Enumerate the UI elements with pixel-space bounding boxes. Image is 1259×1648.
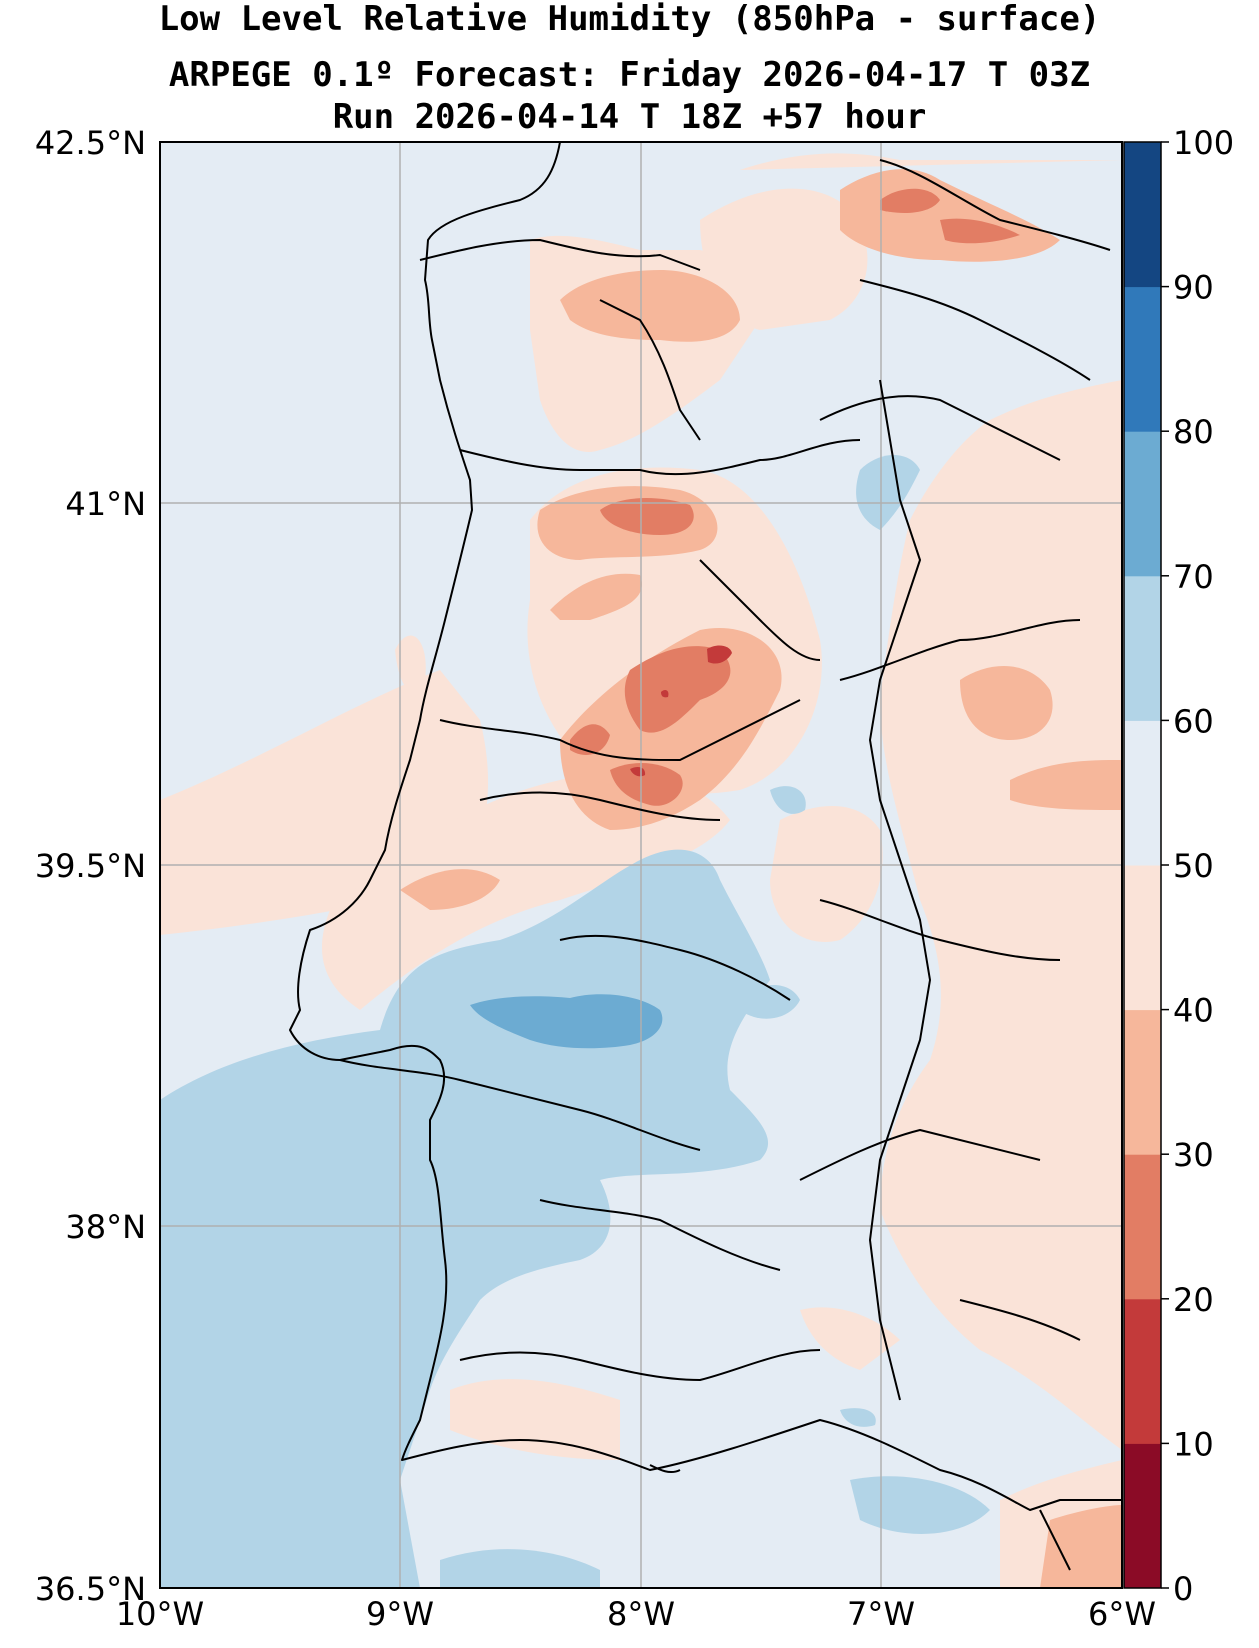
colorbar-segment	[1124, 1009, 1161, 1155]
map-frame	[159, 141, 1123, 1589]
colorbar-segment	[1124, 1298, 1161, 1444]
graticule	[160, 142, 1122, 1588]
colorbar-segment	[1124, 865, 1161, 1011]
title-line-1: Low Level Relative Humidity (850hPa - su…	[158, 0, 1101, 39]
lon-label: 9°W	[366, 1595, 434, 1633]
title-line-2: ARPEGE 0.1º Forecast: Friday 2026-04-17 …	[168, 55, 1091, 95]
colorbar-label: 100	[1173, 124, 1234, 162]
lat-label: 38°N	[65, 1208, 146, 1246]
colorbar-label: 10	[1173, 1425, 1214, 1463]
lon-label: 6°W	[1088, 1595, 1156, 1633]
band-30-40	[400, 169, 1122, 1588]
colorbar-label: 50	[1173, 847, 1214, 885]
colorbar-segment	[1124, 142, 1161, 288]
lat-label: 39.5°N	[35, 847, 146, 885]
colorbar-label: 20	[1173, 1281, 1214, 1319]
latitude-labels: 42.5°N 41°N 39.5°N 38°N 36.5°N	[35, 124, 146, 1608]
lon-label: 7°W	[847, 1595, 915, 1633]
colorbar-segment	[1124, 720, 1161, 866]
title-line-3: Run 2026-04-14 T 18Z +57 hour	[332, 97, 927, 137]
colorbar-segment	[1124, 1443, 1161, 1589]
colorbar-segment	[1124, 431, 1161, 577]
colorbar-label: 90	[1173, 269, 1214, 307]
colorbar-label: 0	[1173, 1570, 1193, 1608]
colorbar-segment	[1124, 575, 1161, 721]
lat-label: 41°N	[65, 485, 146, 523]
colorbar-label: 60	[1173, 702, 1214, 740]
band-70-80	[470, 994, 663, 1049]
colorbar-label: 40	[1173, 992, 1214, 1030]
colorbar-segment	[1124, 1154, 1161, 1300]
lon-label: 8°W	[607, 1595, 675, 1633]
lon-label: 10°W	[116, 1595, 204, 1633]
colorbar-label: 30	[1173, 1136, 1214, 1174]
lat-label: 36.5°N	[35, 1570, 146, 1608]
colorbar-segment	[1124, 286, 1161, 432]
colorbar-label: 70	[1173, 558, 1214, 596]
lat-label: 42.5°N	[35, 124, 146, 162]
longitude-labels: 10°W 9°W 8°W 7°W 6°W	[116, 1595, 1156, 1633]
coastline	[289, 142, 1122, 1571]
colorbar-label: 80	[1173, 413, 1214, 451]
humidity-field	[160, 142, 1122, 1588]
band-20-30	[570, 188, 1020, 806]
